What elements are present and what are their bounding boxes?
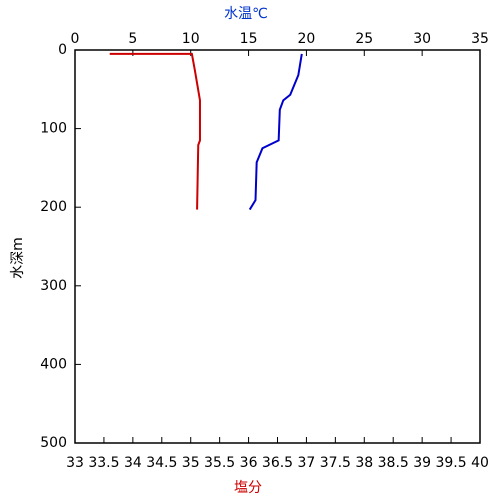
x2-tick-label: 15 bbox=[240, 31, 258, 47]
x-tick-label: 39 bbox=[413, 455, 431, 471]
x-tick-label: 37 bbox=[298, 455, 316, 471]
x-tick-label: 38.5 bbox=[378, 455, 409, 471]
plot-frame bbox=[74, 49, 481, 444]
profile-line bbox=[248, 53, 303, 211]
x-tick-label: 35.5 bbox=[204, 455, 235, 471]
x2-tick-label: 0 bbox=[71, 31, 80, 47]
x2-tick-label: 20 bbox=[298, 31, 316, 47]
x2-tick-label: 25 bbox=[355, 31, 373, 47]
y-tick-label: 400 bbox=[40, 356, 67, 372]
y-tick-label: 300 bbox=[40, 278, 67, 294]
x-tick-label: 40 bbox=[471, 455, 489, 471]
y-tick-label: 200 bbox=[40, 199, 67, 215]
x-tick-label: 34 bbox=[124, 455, 142, 471]
x2-axis-label: 水温℃ bbox=[224, 6, 268, 22]
x2-tick-label: 35 bbox=[471, 31, 489, 47]
x2-tick-label: 30 bbox=[413, 31, 431, 47]
x-tick-label: 33 bbox=[66, 455, 84, 471]
x-tick-label: 39.5 bbox=[435, 455, 466, 471]
x-axis-label: 塩分 bbox=[234, 480, 262, 496]
x2-tick-label: 10 bbox=[182, 31, 200, 47]
x-tick-label: 36 bbox=[240, 455, 258, 471]
x-tick-label: 34.5 bbox=[146, 455, 177, 471]
y-tick-label: 500 bbox=[40, 435, 67, 451]
x-tick-label: 37.5 bbox=[320, 455, 351, 471]
x-tick-label: 36.5 bbox=[262, 455, 293, 471]
x-tick-label: 35 bbox=[182, 455, 200, 471]
x-tick-label: 33.5 bbox=[88, 455, 119, 471]
x-tick-label: 38 bbox=[355, 455, 373, 471]
y-tick-label: 100 bbox=[40, 121, 67, 137]
y-tick-label: 0 bbox=[58, 42, 67, 58]
y-axis-label: 水深m bbox=[10, 237, 26, 279]
profile-line bbox=[109, 52, 201, 210]
x2-tick-label: 5 bbox=[128, 31, 137, 47]
